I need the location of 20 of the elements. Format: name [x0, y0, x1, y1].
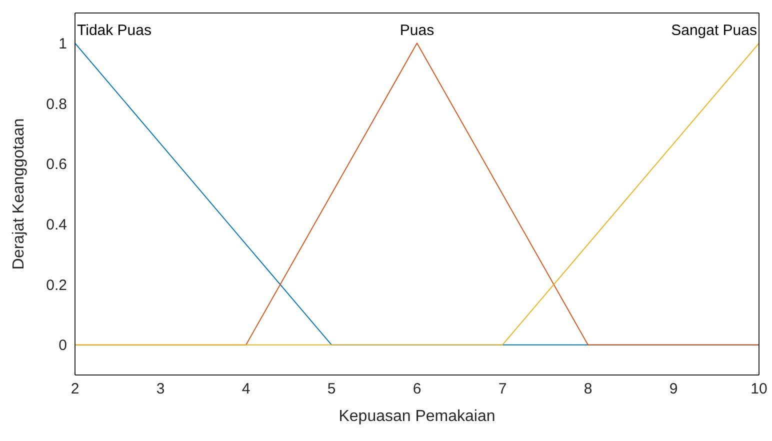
y-tick-label: 0.8 [46, 96, 67, 113]
y-tick-label: 0.6 [46, 156, 67, 174]
x-tick-label: 7 [498, 380, 507, 398]
y-tick-label: 0.2 [46, 276, 67, 294]
x-tick-label: 5 [327, 380, 336, 398]
x-tick-label: 9 [669, 380, 678, 398]
x-tick-label: 10 [750, 380, 768, 398]
y-tick-label: 0 [58, 337, 67, 354]
y-tick-label: 1 [58, 35, 67, 52]
x-tick-label: 8 [584, 380, 592, 398]
x-tick-label: 4 [242, 380, 250, 398]
x-tick-label: 3 [156, 380, 165, 398]
y-tick-label: 0.4 [46, 216, 67, 234]
x-tick-label: 6 [412, 380, 422, 398]
series-label: Tidak Puas [77, 22, 152, 40]
series-label: Sangat Puas [671, 22, 757, 40]
x-tick-label: 2 [70, 380, 80, 398]
x-axis-title: Kepuasan Pemakaian [338, 408, 496, 425]
series-label: Puas [400, 22, 434, 40]
y-axis-title: Derajat Keanggotaan [10, 118, 28, 270]
